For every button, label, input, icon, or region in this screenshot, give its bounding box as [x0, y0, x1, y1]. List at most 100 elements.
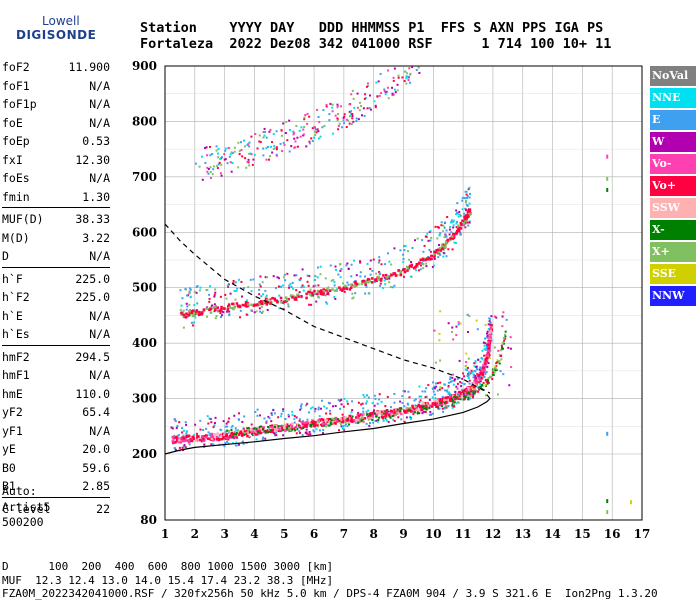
echo-point: [372, 410, 375, 413]
echo-point: [465, 199, 468, 202]
echo-point: [428, 248, 431, 251]
echo-point: [249, 278, 252, 281]
echo-point: [244, 157, 247, 160]
echo-point: [339, 417, 342, 420]
auto-version: 500200: [2, 515, 44, 529]
echo-point: [310, 421, 313, 424]
echo-point: [451, 248, 454, 251]
echo-point: [404, 244, 407, 247]
echo-point: [252, 431, 255, 434]
echo-point: [234, 429, 237, 432]
echo-point: [259, 431, 262, 435]
echo-point: [374, 278, 377, 282]
echo-point: [468, 379, 471, 382]
echo-point: [258, 307, 261, 310]
echo-point: [466, 221, 469, 224]
echo-point: [473, 392, 476, 395]
echo-point: [307, 433, 310, 436]
echo-point: [371, 402, 374, 405]
echo-point: [190, 311, 194, 315]
echo-point: [448, 238, 452, 242]
echo-point: [176, 424, 179, 427]
echo-point: [197, 313, 201, 317]
echo-point: [201, 155, 204, 158]
echo-point: [235, 441, 238, 444]
echo-point: [360, 419, 363, 422]
echo-point: [478, 388, 481, 391]
echo-point: [230, 433, 233, 436]
echo-point: [211, 439, 215, 442]
echo-point: [273, 429, 277, 433]
echo-point: [341, 425, 344, 428]
echo-point: [207, 422, 210, 425]
echo-point: [238, 305, 242, 309]
echo-point: [255, 428, 258, 431]
echo-point: [470, 393, 473, 396]
echo-point: [218, 435, 221, 438]
echo-point: [440, 405, 443, 408]
echo-point: [282, 284, 285, 287]
echo-point: [467, 396, 470, 399]
echo-point: [348, 122, 351, 125]
echo-point: [225, 422, 228, 425]
param-label: foEs: [2, 171, 30, 185]
echo-point: [314, 423, 317, 427]
echo-point: [278, 307, 281, 310]
echo-point: [193, 304, 196, 307]
echo-point: [208, 145, 211, 148]
echo-point: [231, 424, 234, 427]
echo-point: [223, 433, 226, 437]
echo-point: [268, 427, 271, 430]
echo-point: [459, 231, 462, 234]
echo-point: [264, 289, 267, 292]
echo-point: [193, 433, 196, 436]
echo-point: [248, 164, 251, 167]
echo-point: [308, 275, 311, 278]
echo-point: [188, 443, 191, 446]
echo-point: [361, 416, 364, 419]
echo-point: [425, 262, 428, 265]
legend-item: X+: [650, 242, 696, 264]
param-value: N/A: [89, 171, 110, 185]
echo-point: [241, 440, 244, 443]
echo-point: [303, 116, 306, 119]
param-value: N/A: [89, 115, 110, 130]
param-row: foEp 0.53: [2, 132, 110, 151]
echo-point: [258, 303, 262, 306]
echo-point: [182, 326, 185, 329]
echo-point: [334, 297, 337, 300]
echo-point: [469, 397, 472, 400]
echo-point: [459, 227, 463, 230]
echo-point: [494, 365, 497, 368]
echo-point: [343, 113, 346, 116]
echo-point: [346, 262, 349, 265]
echo-point: [338, 122, 341, 125]
echo-point: [251, 163, 254, 166]
echo-point: [491, 371, 494, 374]
echo-point: [285, 425, 289, 428]
echo-point: [317, 425, 320, 428]
echo-point: [452, 232, 455, 236]
echo-point: [268, 158, 271, 161]
echo-point: [184, 421, 187, 424]
echo-point: [379, 279, 383, 282]
echo-point: [467, 224, 470, 227]
echo-point: [196, 439, 199, 442]
echo-point: [479, 380, 482, 383]
echo-point: [388, 415, 391, 418]
echo-point: [354, 292, 357, 295]
echo-point: [468, 202, 471, 205]
echo-point: [470, 369, 473, 372]
echo-point: [220, 437, 224, 441]
echo-point: [485, 345, 488, 348]
echo-point: [303, 118, 306, 121]
echo-point: [340, 423, 343, 426]
echo-point: [359, 260, 362, 263]
echo-point: [426, 407, 430, 410]
echo-point: [411, 66, 414, 69]
echo-point: [425, 387, 428, 390]
echo-point: [432, 381, 435, 384]
echo-point: [179, 308, 182, 311]
echo-point: [438, 339, 441, 342]
echo-point: [473, 382, 476, 385]
